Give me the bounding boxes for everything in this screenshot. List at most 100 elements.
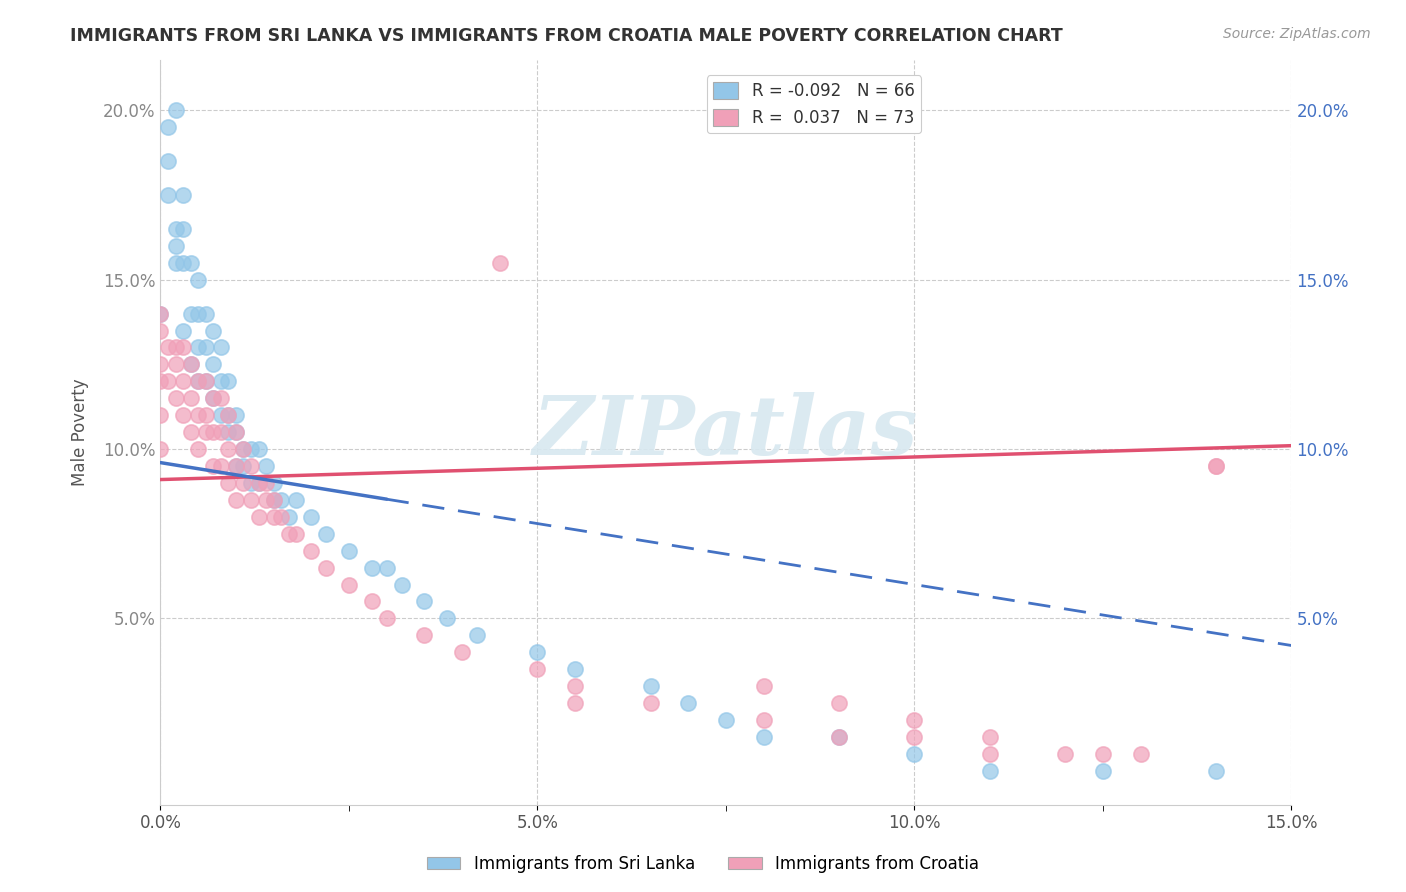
Point: [180, 358, 202, 372]
Point: [979, 764, 1001, 778]
Point: [180, 358, 202, 372]
Point: [903, 730, 925, 744]
Point: [165, 256, 187, 270]
Point: [526, 645, 548, 659]
Point: [157, 154, 180, 169]
Point: [202, 391, 225, 405]
Point: [640, 696, 662, 710]
Point: [315, 526, 337, 541]
Point: [149, 307, 172, 321]
Point: [187, 375, 209, 389]
Point: [1091, 764, 1114, 778]
Point: [413, 594, 436, 608]
Point: [270, 492, 292, 507]
Point: [1091, 747, 1114, 761]
Point: [165, 239, 187, 253]
Point: [247, 475, 270, 490]
Point: [979, 747, 1001, 761]
Point: [239, 458, 262, 473]
Point: [172, 188, 194, 202]
Point: [187, 375, 209, 389]
Point: [165, 391, 187, 405]
Point: [828, 730, 851, 744]
Point: [217, 408, 239, 422]
Point: [209, 391, 232, 405]
Point: [277, 509, 299, 524]
Point: [285, 492, 308, 507]
Y-axis label: Male Poverty: Male Poverty: [72, 378, 89, 486]
Point: [752, 679, 775, 693]
Point: [187, 273, 209, 287]
Point: [172, 375, 194, 389]
Point: [488, 256, 510, 270]
Point: [194, 341, 217, 355]
Point: [149, 408, 172, 422]
Point: [254, 492, 277, 507]
Legend: R = -0.092   N = 66, R =  0.037   N = 73: R = -0.092 N = 66, R = 0.037 N = 73: [707, 76, 921, 134]
Point: [180, 307, 202, 321]
Point: [157, 188, 180, 202]
Point: [391, 577, 413, 591]
Point: [217, 375, 239, 389]
Point: [202, 324, 225, 338]
Point: [360, 560, 382, 574]
Point: [209, 425, 232, 439]
Legend: Immigrants from Sri Lanka, Immigrants from Croatia: Immigrants from Sri Lanka, Immigrants fr…: [420, 848, 986, 880]
Point: [202, 358, 225, 372]
Point: [1205, 458, 1227, 473]
Point: [225, 458, 247, 473]
Point: [217, 425, 239, 439]
Point: [225, 492, 247, 507]
Point: [752, 730, 775, 744]
Point: [209, 408, 232, 422]
Point: [194, 408, 217, 422]
Point: [149, 307, 172, 321]
Point: [187, 442, 209, 456]
Point: [217, 475, 239, 490]
Point: [337, 543, 360, 558]
Point: [239, 475, 262, 490]
Text: IMMIGRANTS FROM SRI LANKA VS IMMIGRANTS FROM CROATIA MALE POVERTY CORRELATION CH: IMMIGRANTS FROM SRI LANKA VS IMMIGRANTS …: [70, 27, 1063, 45]
Point: [194, 307, 217, 321]
Point: [194, 375, 217, 389]
Point: [564, 662, 586, 676]
Point: [239, 492, 262, 507]
Point: [180, 256, 202, 270]
Point: [165, 222, 187, 236]
Point: [232, 442, 254, 456]
Point: [149, 375, 172, 389]
Point: [172, 324, 194, 338]
Point: [209, 375, 232, 389]
Point: [564, 696, 586, 710]
Point: [165, 341, 187, 355]
Point: [277, 526, 299, 541]
Point: [194, 425, 217, 439]
Point: [413, 628, 436, 642]
Point: [202, 425, 225, 439]
Point: [828, 696, 851, 710]
Point: [1129, 747, 1152, 761]
Point: [285, 526, 308, 541]
Point: [436, 611, 458, 625]
Point: [165, 103, 187, 118]
Point: [180, 425, 202, 439]
Point: [828, 730, 851, 744]
Point: [194, 375, 217, 389]
Point: [187, 341, 209, 355]
Point: [180, 391, 202, 405]
Point: [263, 492, 285, 507]
Point: [451, 645, 474, 659]
Point: [263, 475, 285, 490]
Point: [564, 679, 586, 693]
Point: [263, 509, 285, 524]
Point: [270, 509, 292, 524]
Point: [172, 341, 194, 355]
Point: [157, 375, 180, 389]
Point: [209, 458, 232, 473]
Point: [165, 358, 187, 372]
Point: [299, 509, 322, 524]
Point: [1205, 458, 1227, 473]
Point: [149, 442, 172, 456]
Point: [254, 475, 277, 490]
Point: [225, 425, 247, 439]
